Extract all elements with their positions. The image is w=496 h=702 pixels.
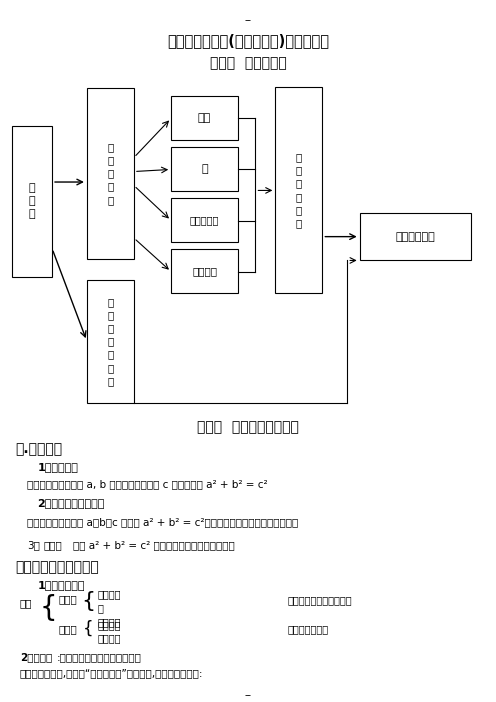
Text: 线段: 线段 xyxy=(198,113,211,123)
Bar xyxy=(171,96,238,140)
Text: 第一章  轴对称图形: 第一章 轴对称图形 xyxy=(210,56,286,70)
Text: 满足 a² + b² = c² 的三个正整数，称为勾股数。: 满足 a² + b² = c² 的三个正整数，称为勾股数。 xyxy=(73,541,235,550)
Text: {: { xyxy=(40,594,58,622)
Text: {: { xyxy=(83,620,94,637)
Text: 2、无限数: 2、无限数 xyxy=(20,652,52,663)
Text: 有限小数和无限循环小数: 有限小数和无限循环小数 xyxy=(288,595,352,605)
Text: 1、勾股定理: 1、勾股定理 xyxy=(37,462,78,472)
Text: 负无理数: 负无理数 xyxy=(97,633,121,643)
Text: 负有理数: 负有理数 xyxy=(97,618,121,628)
Text: 零: 零 xyxy=(97,604,103,614)
Text: 轴
对
称: 轴 对 称 xyxy=(29,183,36,220)
Text: --: -- xyxy=(245,15,251,25)
Text: 无理数: 无理数 xyxy=(59,625,77,635)
Bar xyxy=(275,87,322,293)
Bar xyxy=(171,198,238,242)
Text: 轴
对
称
图
形: 轴 对 称 图 形 xyxy=(107,142,114,205)
Text: 二、实数的概念及分类: 二、实数的概念及分类 xyxy=(15,560,99,574)
Text: :无限不循环小数叫做无理数。: :无限不循环小数叫做无理数。 xyxy=(57,652,142,663)
Text: 2、勾股定理的逆定理: 2、勾股定理的逆定理 xyxy=(37,498,105,508)
Text: 正无理数: 正无理数 xyxy=(97,621,121,630)
Text: --: -- xyxy=(245,689,251,700)
Text: 在理解无理数时,要抓住“无限不循环”这一时之,归纳起来有四类:: 在理解无理数时,要抓住“无限不循环”这一时之,归纳起来有四类: xyxy=(20,668,203,678)
Bar xyxy=(360,213,471,260)
Text: 无限不循环小数: 无限不循环小数 xyxy=(288,625,329,635)
Text: 轴对称的应用: 轴对称的应用 xyxy=(395,232,435,241)
Text: 有理数: 有理数 xyxy=(59,594,77,604)
Text: {: { xyxy=(81,591,95,611)
Text: 一.勾股定理: 一.勾股定理 xyxy=(15,442,62,456)
Text: 如果三角形的三边长 a，b，c 有关系 a² + b² = c²，那么这个三角形是直角三角形。: 如果三角形的三边长 a，b，c 有关系 a² + b² = c²，那么这个三角形… xyxy=(27,517,299,526)
Bar xyxy=(12,126,52,277)
Text: 第二章  勾股定理与平方根: 第二章 勾股定理与平方根 xyxy=(197,420,299,434)
Text: 等腰梯形: 等腰梯形 xyxy=(192,266,217,277)
Text: 等腰三角形: 等腰三角形 xyxy=(190,216,219,225)
Bar xyxy=(87,280,134,402)
Text: 设
计
轴
对
称
图
案: 设 计 轴 对 称 图 案 xyxy=(107,297,114,386)
Bar xyxy=(171,249,238,293)
Text: 3、: 3、 xyxy=(27,541,40,550)
Text: 轴
对
称
的
性
质: 轴 对 称 的 性 质 xyxy=(296,152,302,228)
Text: 勾股数: 勾股数 xyxy=(43,541,62,550)
Text: 直角三角形两直角边 a, b 的平方和等于斜边 c 的平方，即 a² + b² = c²: 直角三角形两直角边 a, b 的平方和等于斜边 c 的平方，即 a² + b² … xyxy=(27,479,268,489)
Text: 实数: 实数 xyxy=(20,599,32,609)
Text: 1、实数的分类: 1、实数的分类 xyxy=(37,580,85,590)
Bar xyxy=(171,147,238,191)
Text: 苏教版《数学》(八年级上册)知识点总结: 苏教版《数学》(八年级上册)知识点总结 xyxy=(167,34,329,48)
Text: 角: 角 xyxy=(201,164,208,174)
Bar xyxy=(87,88,134,259)
Text: 正有理数: 正有理数 xyxy=(97,590,121,600)
